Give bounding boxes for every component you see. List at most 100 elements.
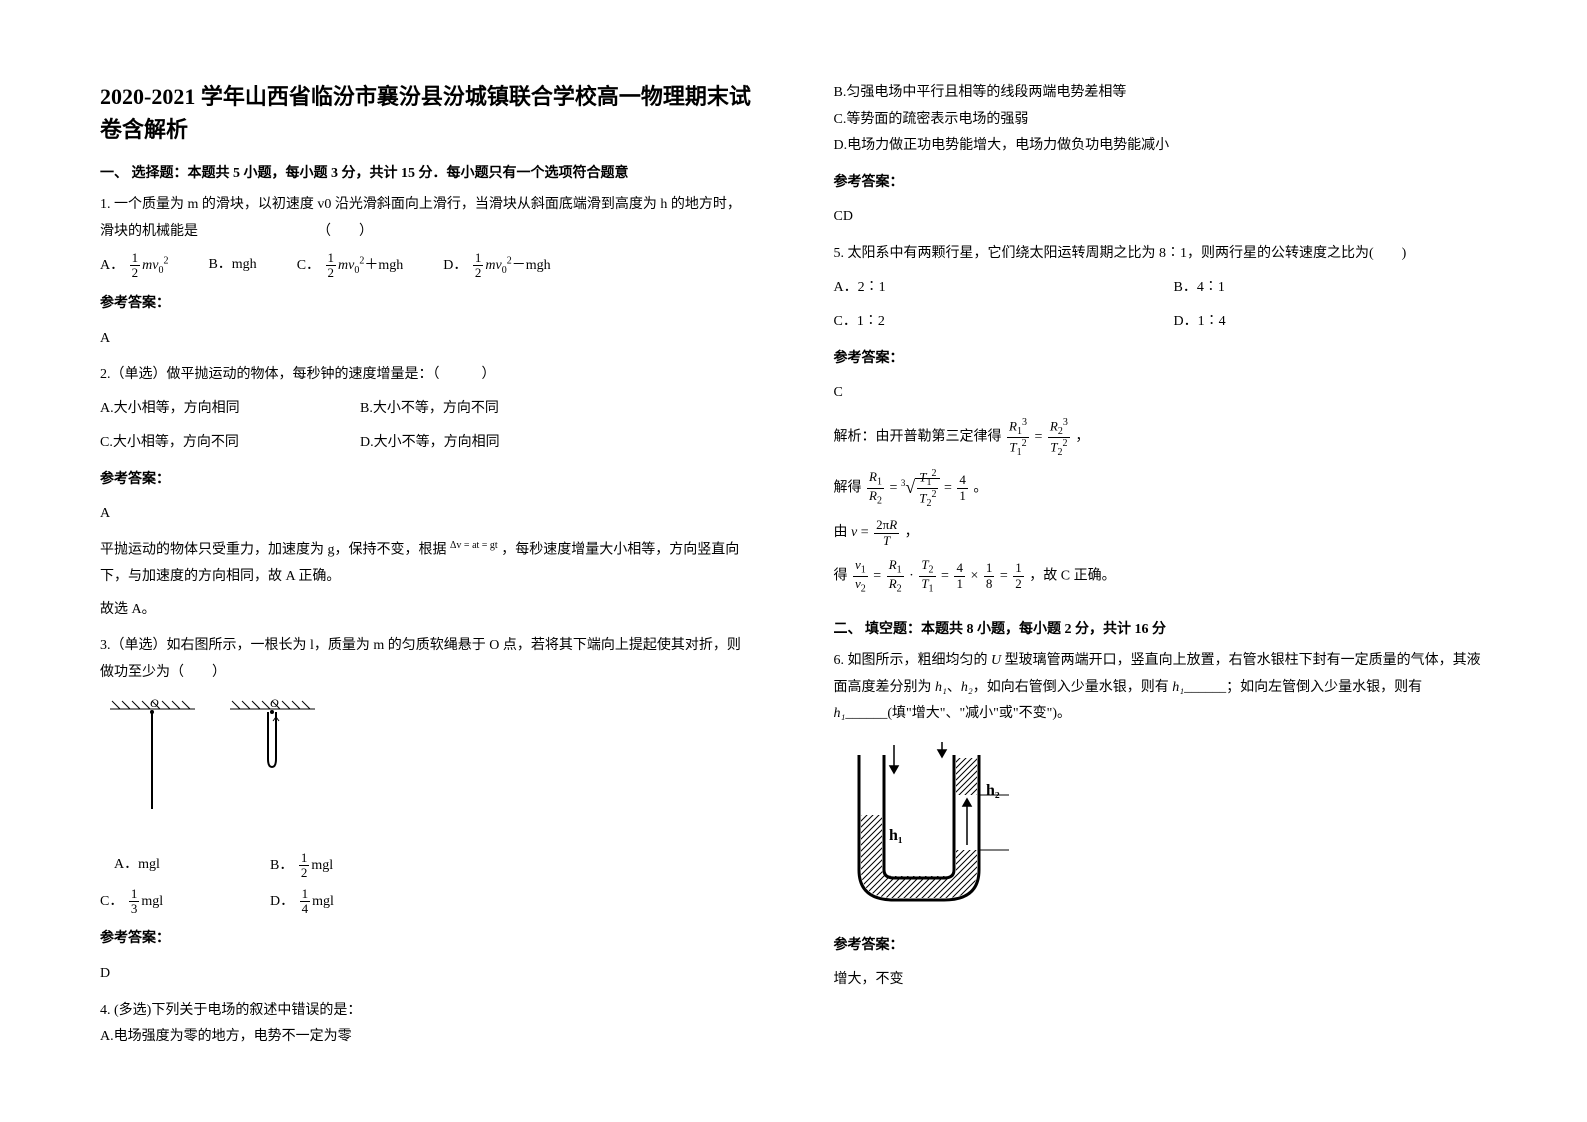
q5-answer: C bbox=[834, 380, 1488, 407]
fraction-icon: 18 bbox=[984, 561, 995, 591]
utube-diagram-svg: h₁ h₂ bbox=[834, 740, 1034, 910]
q1-answer: A bbox=[100, 326, 754, 353]
question-2-options-row2: C.大小相等，方向不同 D.大小不等，方向相同 bbox=[100, 429, 754, 457]
q6-h2: h₂ bbox=[961, 680, 973, 695]
fraction-icon: 41 bbox=[957, 473, 968, 503]
q5-exp2-suffix: 。 bbox=[973, 480, 987, 495]
q1-opt-d: D． 12mv02－mgh bbox=[443, 251, 550, 281]
fraction-icon: 13 bbox=[129, 887, 140, 917]
question-2-text: 2.（单选）做平抛运动的物体，每秒钟的速度增量是：（ ） bbox=[100, 362, 754, 389]
q5-exp-3: 由 v = 2πRT ， bbox=[834, 518, 1488, 548]
q2-exp1-formula: Δv = at = gt bbox=[450, 540, 498, 551]
q3-opt-c-suffix: mgl bbox=[141, 894, 163, 909]
q2-explanation-1: 平抛运动的物体只受重力，加速度为 g，保持不变，根据 Δv = at = gt … bbox=[100, 536, 754, 591]
svg-text:O: O bbox=[150, 699, 159, 710]
q2-opt-a: A.大小相等，方向相同 bbox=[100, 395, 320, 423]
q5-answer-label: 参考答案： bbox=[834, 346, 1488, 373]
q5-exp3-suffix: ， bbox=[905, 525, 919, 540]
question-4-continued: B.匀强电场中平行且相等的线段两端电势差相等 C.等势面的疏密表示电场的强弱 D… bbox=[834, 80, 1488, 231]
utube-h2-label: h₂ bbox=[986, 782, 1000, 799]
question-3: 3.（单选）如右图所示，一根长为 l，质量为 m 的匀质软绳悬于 O 点，若将其… bbox=[100, 633, 754, 987]
q5-opt-a: A．2∶1 bbox=[834, 274, 1134, 302]
q4-answer-label: 参考答案： bbox=[834, 170, 1488, 197]
question-3-options-row1: A．mgl B． 12mgl bbox=[100, 851, 754, 881]
q1-opt-c-prefix: C． bbox=[297, 258, 320, 273]
q6-answer-label: 参考答案： bbox=[834, 933, 1488, 960]
q5-exp4-suffix: ，故 C 正确。 bbox=[1029, 568, 1115, 583]
q2-opt-b: B.大小不等，方向不同 bbox=[360, 395, 499, 423]
question-5: 5. 太阳系中有两颗行星，它们绕太阳运转周期之比为 8∶1，则两行星的公转速度之… bbox=[834, 241, 1488, 594]
fraction-icon: 12 bbox=[326, 251, 337, 281]
question-4-text: 4. (多选)下列关于电场的叙述中错误的是： bbox=[100, 998, 754, 1025]
q5-exp2-prefix: 解得 bbox=[834, 480, 862, 495]
question-4: 4. (多选)下列关于电场的叙述中错误的是： A.电场强度为零的地方，电势不一定… bbox=[100, 998, 754, 1051]
fraction-icon: R13T12 bbox=[1007, 417, 1029, 458]
q5-opt-c: C．1∶2 bbox=[834, 308, 1134, 336]
fraction-icon: 12 bbox=[130, 251, 141, 281]
q4-opt-c: C.等势面的疏密表示电场的强弱 bbox=[834, 107, 1488, 134]
q3-answer: D bbox=[100, 961, 754, 988]
fraction-icon: 2πRT bbox=[874, 518, 899, 548]
q5-exp3-prefix: 由 bbox=[834, 525, 848, 540]
q5-exp1-prefix: 解析：由开普勒第三定律得 bbox=[834, 429, 1002, 444]
question-1: 1. 一个质量为 m 的滑块，以初速度 v0 沿光滑斜面向上滑行，当滑块从斜面底… bbox=[100, 192, 754, 352]
fraction-icon: 14 bbox=[300, 887, 311, 917]
q6-blank2-label: h₁ bbox=[834, 706, 846, 721]
q5-exp-1: 解析：由开普勒第三定律得 R13T12 = R23T22 ， bbox=[834, 417, 1488, 458]
q6-text-5: ______；如向左管倒入少量水银，则有 bbox=[1184, 680, 1422, 695]
utube-diagram: h₁ h₂ bbox=[834, 740, 1488, 921]
section-2-header: 二、 填空题：本题共 8 小题，每小题 2 分，共计 16 分 bbox=[834, 618, 1488, 638]
q1-opt-d-suffix: －mgh bbox=[512, 258, 551, 273]
fraction-icon: 12 bbox=[1013, 561, 1024, 591]
q3-opt-c: C． 13mgl bbox=[100, 887, 230, 917]
q2-exp1-prefix: 平抛运动的物体只受重力，加速度为 g，保持不变，根据 bbox=[100, 543, 447, 558]
q6-text-3: 、 bbox=[947, 680, 961, 695]
q4-answer: CD bbox=[834, 204, 1488, 231]
q6-text-1: 6. 如图所示，粗细均匀的 bbox=[834, 653, 992, 668]
q1-opt-a-prefix: A． bbox=[100, 258, 124, 273]
question-3-text: 3.（单选）如右图所示，一根长为 l，质量为 m 的匀质软绳悬于 O 点，若将其… bbox=[100, 633, 754, 686]
q3-opt-a-prefix: A． bbox=[114, 857, 138, 872]
question-6: 6. 如图所示，粗细均匀的 U 型玻璃管两端开口，竖直向上放置，右管水银柱下封有… bbox=[834, 648, 1488, 994]
q6-h1: h₁ bbox=[935, 680, 947, 695]
q2-opt-c: C.大小相等，方向不同 bbox=[100, 429, 320, 457]
q2-answer-label: 参考答案： bbox=[100, 467, 754, 494]
q5-exp4-prefix: 得 bbox=[834, 568, 848, 583]
q1-opt-a: A． 12mv02 bbox=[100, 251, 168, 281]
q2-answer: A bbox=[100, 501, 754, 528]
q1-opt-d-prefix: D． bbox=[443, 258, 467, 273]
q6-blank1-label: h₁ bbox=[1172, 680, 1184, 695]
q5-exp1-suffix: ， bbox=[1075, 429, 1089, 444]
fraction-icon: R1R2 bbox=[887, 558, 904, 594]
fraction-icon: 12 bbox=[299, 851, 310, 881]
fraction-icon: v1v2 bbox=[853, 558, 868, 594]
question-2: 2.（单选）做平抛运动的物体，每秒钟的速度增量是：（ ） A.大小相等，方向相同… bbox=[100, 362, 754, 623]
q4-opt-d: D.电场力做正功电势能增大，电场力做负功电势能减小 bbox=[834, 133, 1488, 160]
fraction-icon: T2T1 bbox=[919, 558, 935, 594]
question-3-options-row2: C． 13mgl D． 14mgl bbox=[100, 887, 754, 917]
q4-opt-a: A.电场强度为零的地方，电势不一定为零 bbox=[100, 1024, 754, 1051]
q2-explanation-2: 故选 A。 bbox=[100, 597, 754, 624]
q5-opt-b: B．4∶1 bbox=[1174, 274, 1225, 302]
q3-opt-a: A．mgl bbox=[100, 851, 230, 881]
q3-opt-d-suffix: mgl bbox=[312, 894, 334, 909]
q3-opt-d-prefix: D． bbox=[270, 894, 294, 909]
rope-diagram: O O bbox=[100, 699, 754, 840]
fraction-icon: 41 bbox=[954, 561, 965, 591]
q3-opt-b: B． 12mgl bbox=[270, 851, 333, 881]
q6-text-6: ______(填"增大"、"减小"或"不变")。 bbox=[845, 706, 1071, 721]
q2-opt-d: D.大小不等，方向相同 bbox=[360, 429, 500, 457]
svg-text:O: O bbox=[270, 699, 279, 710]
q3-opt-a-text: mgl bbox=[138, 857, 160, 872]
question-5-options-row1: A．2∶1 B．4∶1 bbox=[834, 274, 1488, 302]
q1-opt-b-text: mgh bbox=[232, 257, 257, 272]
q5-exp-4: 得 v1v2 = R1R2 · T2T1 = 41 × 18 = 12 ，故 C… bbox=[834, 558, 1488, 594]
section-1-header: 一、 选择题：本题共 5 小题，每小题 3 分，共计 15 分．每小题只有一个选… bbox=[100, 162, 754, 182]
q1-opt-b-prefix: B． bbox=[208, 257, 231, 272]
q3-answer-label: 参考答案： bbox=[100, 926, 754, 953]
q6-text-4: ，如向右管倒入少量水银，则有 bbox=[973, 680, 1173, 695]
q4-opt-b: B.匀强电场中平行且相等的线段两端电势差相等 bbox=[834, 80, 1488, 107]
q1-opt-b: B．mgh bbox=[208, 251, 256, 281]
q6-answer: 增大，不变 bbox=[834, 967, 1488, 994]
q5-exp-2: 解得 R1R2 = 3√T12T22 = 41 。 bbox=[834, 468, 1488, 509]
